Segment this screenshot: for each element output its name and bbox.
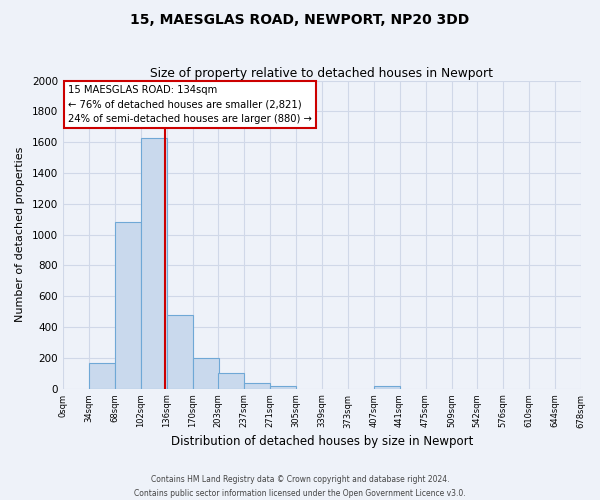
Text: 15 MAESGLAS ROAD: 134sqm
← 76% of detached houses are smaller (2,821)
24% of sem: 15 MAESGLAS ROAD: 134sqm ← 76% of detach…: [68, 86, 312, 124]
Bar: [374, 386, 400, 388]
Bar: [167, 315, 193, 388]
Title: Size of property relative to detached houses in Newport: Size of property relative to detached ho…: [150, 66, 493, 80]
Bar: [218, 374, 244, 388]
Text: 15, MAESGLAS ROAD, NEWPORT, NP20 3DD: 15, MAESGLAS ROAD, NEWPORT, NP20 3DD: [130, 12, 470, 26]
Bar: [115, 222, 141, 388]
Bar: [244, 383, 270, 388]
X-axis label: Distribution of detached houses by size in Newport: Distribution of detached houses by size …: [170, 434, 473, 448]
Bar: [141, 138, 167, 388]
Bar: [89, 362, 115, 388]
Y-axis label: Number of detached properties: Number of detached properties: [15, 147, 25, 322]
Text: Contains HM Land Registry data © Crown copyright and database right 2024.
Contai: Contains HM Land Registry data © Crown c…: [134, 476, 466, 498]
Bar: [193, 358, 219, 388]
Bar: [270, 386, 296, 388]
